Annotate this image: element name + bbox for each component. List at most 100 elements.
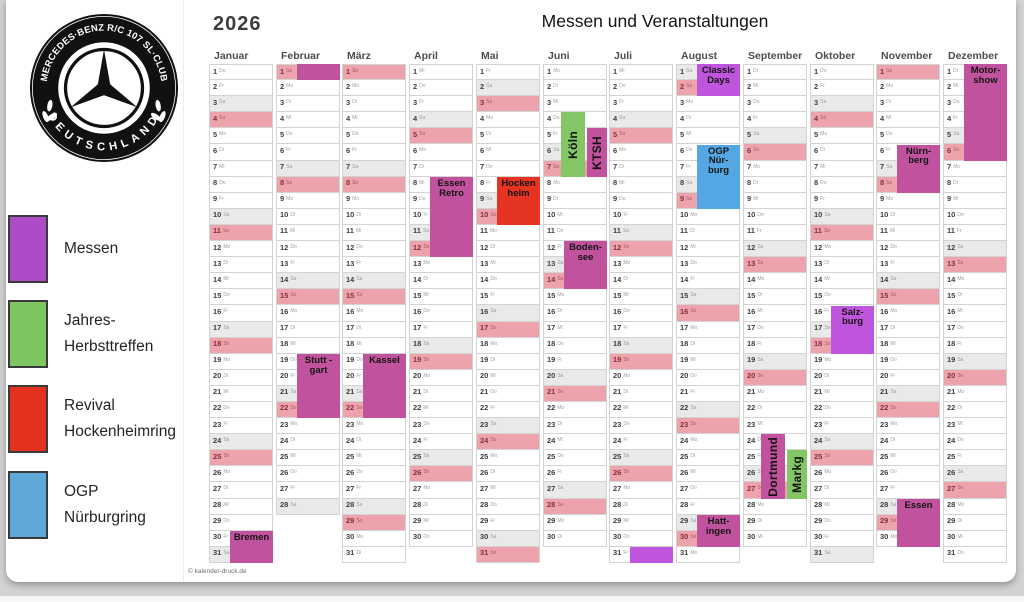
- day-weekday: Mi: [824, 388, 830, 395]
- day-weekday: So: [957, 260, 964, 267]
- day-number: 3: [280, 97, 285, 107]
- day-number: 26: [880, 467, 889, 477]
- day-cell: 17 Mo: [676, 321, 740, 338]
- day-cell: 10 Mi: [543, 208, 607, 225]
- day-cell: 11 Mi: [876, 224, 940, 242]
- day-weekday: Mi: [486, 147, 492, 154]
- day-weekday: Di: [486, 131, 491, 138]
- day-weekday: Mi: [824, 501, 830, 508]
- day-cell: 13 Fr: [876, 257, 940, 274]
- day-number: 30: [480, 532, 489, 542]
- day-number: 6: [547, 145, 552, 155]
- day-cell: 6 Fr: [276, 144, 340, 161]
- day-weekday: Mi: [753, 83, 759, 90]
- day-cell: 29 So: [342, 514, 406, 531]
- day-number: 1: [613, 66, 618, 76]
- day-number: 15: [814, 290, 823, 300]
- day-weekday: So: [953, 147, 960, 154]
- month-name: Januar: [214, 50, 249, 62]
- day-cell: 12 So: [609, 241, 673, 258]
- day-number: 26: [947, 467, 956, 477]
- day-number: 5: [880, 129, 885, 139]
- day-cell: 18 Do: [543, 337, 607, 354]
- day-cell: 28 Mi: [209, 498, 273, 515]
- day-number: 7: [413, 162, 418, 172]
- day-weekday: Mi: [553, 99, 559, 106]
- day-weekday: Fr: [886, 147, 891, 154]
- day-weekday: So: [419, 131, 426, 138]
- day-cell: 24 Mo: [676, 434, 740, 451]
- day-weekday: Mo: [356, 421, 364, 428]
- day-weekday: So: [222, 227, 230, 234]
- day-cell: 21 Mo: [743, 385, 807, 402]
- day-number: 22: [413, 403, 422, 413]
- day-weekday: Sa: [757, 356, 764, 363]
- day-cell: 2 Do: [409, 80, 473, 97]
- day-weekday: Sa: [623, 453, 630, 460]
- day-number: 2: [413, 81, 418, 91]
- day-weekday: Sa: [886, 163, 893, 170]
- day-weekday: Fr: [557, 469, 563, 476]
- day-cell: 10 Sa: [810, 208, 874, 225]
- day-number: 30: [547, 532, 556, 542]
- day-weekday: Di: [286, 99, 291, 106]
- day-cell: 19 Do: [876, 353, 940, 370]
- day-weekday: Fr: [356, 372, 362, 379]
- day-cell: 22 Mi: [609, 401, 673, 419]
- day-weekday: Mi: [423, 292, 429, 299]
- day-number: 5: [814, 129, 819, 139]
- day-cell: 11 Mi: [276, 224, 340, 242]
- month-name: Juli: [614, 50, 633, 62]
- day-number: 4: [480, 113, 485, 123]
- day-number: 23: [814, 419, 823, 429]
- day-weekday: Sa: [490, 421, 497, 428]
- month-grid: 1 Do 2 Fr 3 Sa 4 So 5 Mo 6 Di 7 Mi 8 Do 9 Fr 10 Sa 11 So 12 Mo 1…: [209, 64, 273, 564]
- day-weekday: Di: [290, 324, 296, 331]
- day-weekday: Do: [423, 308, 430, 315]
- day-weekday: So: [890, 292, 897, 299]
- day-cell: 26 Do: [342, 466, 406, 483]
- day-number: 24: [547, 435, 556, 445]
- day-cell: 11 Fr: [743, 224, 807, 242]
- day-weekday: Di: [890, 324, 896, 331]
- day-number: 4: [280, 113, 285, 123]
- month-name: November: [881, 50, 933, 62]
- day-cell: 1 So: [342, 64, 406, 81]
- day-cell: 3 Di: [876, 96, 940, 113]
- day-weekday: Mi: [619, 179, 625, 186]
- day-number: 29: [480, 516, 489, 526]
- day-cell: 31 Do: [943, 546, 1007, 563]
- month-name: April: [414, 50, 438, 62]
- day-weekday: So: [686, 83, 693, 90]
- day-weekday: Mi: [490, 260, 496, 267]
- day-number: 12: [547, 242, 556, 252]
- day-number: 18: [880, 339, 889, 349]
- day-number: 10: [613, 210, 622, 220]
- day-number: 24: [213, 435, 222, 445]
- day-weekday: Do: [490, 501, 497, 508]
- day-weekday: Sa: [890, 276, 897, 283]
- month-column-oktober: Oktober 1 Do 2 Fr 3 Sa 4 So 5 Mo 6 Di 7 Mi 8 Do 9 Fr 10 Sa 11…: [810, 50, 874, 563]
- day-cell: 27 Di: [209, 482, 273, 499]
- day-weekday: Sa: [957, 469, 964, 476]
- day-cell: 6 Fr: [342, 144, 406, 161]
- day-cell: 14 Fr: [676, 273, 740, 290]
- day-weekday: So: [356, 292, 363, 299]
- day-weekday: So: [352, 179, 359, 186]
- day-weekday: Do: [957, 437, 964, 444]
- day-number: 29: [680, 516, 689, 526]
- day-number: 16: [280, 306, 289, 316]
- day-number: 22: [947, 403, 956, 413]
- day-cell: 12 Sa: [743, 241, 807, 258]
- day-weekday: Sa: [690, 292, 697, 299]
- event-block-hatt-: Hatt- ingen: [697, 514, 740, 547]
- day-cell: 20 So: [943, 369, 1007, 386]
- day-number: 1: [947, 66, 952, 76]
- day-cell: 3 Mi: [543, 96, 607, 113]
- day-weekday: Mo: [219, 131, 227, 138]
- day-weekday: Di: [290, 437, 296, 444]
- day-weekday: Mi: [820, 163, 826, 170]
- day-number: 10: [413, 210, 422, 220]
- day-weekday: Mo: [423, 260, 431, 267]
- day-number: 12: [747, 242, 756, 252]
